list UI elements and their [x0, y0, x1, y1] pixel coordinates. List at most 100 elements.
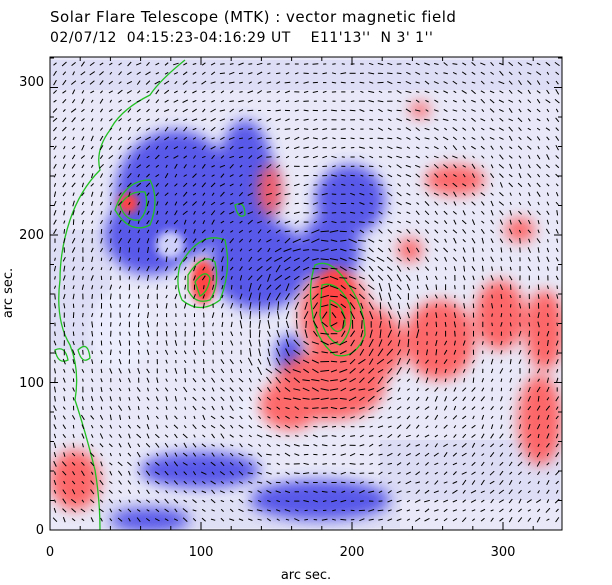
vector-segment: [155, 275, 159, 280]
vector-segment: [193, 349, 196, 355]
vector-segment: [238, 424, 244, 429]
vector-segment: [72, 200, 75, 207]
vector-segment: [266, 357, 271, 366]
vector-segment: [463, 303, 466, 309]
vector-segment: [555, 164, 560, 169]
vector-segment: [257, 182, 262, 187]
vector-segment: [238, 470, 244, 476]
vector-segment: [517, 117, 523, 123]
vector-segment: [489, 108, 495, 113]
vector-segment: [348, 257, 357, 262]
vector-segment: [174, 387, 178, 392]
vector-segment: [109, 164, 113, 169]
vector-segment: [63, 210, 66, 216]
vector-segment: [378, 156, 383, 158]
vector-segment: [192, 71, 197, 75]
vector-segment: [387, 301, 392, 310]
vector-segment: [146, 257, 150, 261]
vector-segment: [229, 508, 234, 513]
vector-segment: [285, 320, 290, 329]
vector-segment: [341, 183, 346, 186]
vector-segment: [62, 442, 66, 448]
vector-segment: [481, 453, 485, 456]
vector-segment: [229, 100, 234, 102]
vector-segment: [109, 480, 113, 485]
vector-segment: [480, 490, 485, 494]
vector-segment: [53, 405, 57, 411]
vector-segment: [499, 154, 504, 160]
vector-segment: [72, 293, 75, 300]
vector-segment: [443, 405, 448, 411]
vector-segment: [184, 397, 187, 401]
vector-segment: [220, 481, 225, 484]
vector-segment: [238, 155, 244, 159]
vector-segment: [284, 358, 291, 365]
vector-segment: [386, 359, 393, 364]
vector-segment: [90, 108, 94, 113]
vector-segment: [387, 387, 393, 392]
vector-segment: [546, 154, 550, 160]
vector-segment: [136, 71, 141, 75]
vector-segment: [527, 481, 531, 484]
vector-segment: [471, 480, 476, 485]
vector-segment: [81, 424, 85, 430]
vector-segment: [136, 117, 141, 122]
vector-segment: [109, 303, 112, 309]
vector-segment: [546, 479, 550, 486]
vector-segment: [119, 452, 122, 457]
vector-segment: [109, 257, 113, 262]
vector-segment: [528, 322, 531, 327]
vector-segment: [182, 210, 188, 215]
vector-segment: [368, 238, 375, 243]
vector-segment: [330, 406, 338, 410]
vector-segment: [293, 388, 301, 391]
vector-segment: [405, 108, 412, 113]
vector-segment: [100, 210, 103, 215]
vector-segment: [386, 220, 393, 224]
vector-segment: [388, 239, 392, 243]
vector-segment: [369, 425, 373, 428]
vector-segment: [183, 471, 188, 476]
vector-segment: [490, 219, 494, 225]
vector-segment: [302, 359, 310, 364]
vector-segment: [99, 135, 104, 142]
vector-segment: [118, 433, 122, 439]
vector-segment: [137, 406, 140, 411]
vector-segment: [70, 80, 77, 85]
vector-segment: [117, 89, 123, 95]
vector-segment: [266, 174, 271, 177]
vector-segment: [508, 99, 514, 103]
vector-segment: [193, 322, 196, 327]
vector-segment: [555, 117, 560, 123]
vector-segment: [276, 453, 280, 456]
vector-segment: [165, 368, 168, 373]
vector-segment: [406, 311, 410, 319]
vector-segment: [546, 192, 549, 196]
vector-segment: [154, 480, 160, 485]
vector-segment: [53, 126, 57, 132]
vector-segment: [378, 434, 383, 438]
vector-segment: [221, 331, 224, 336]
vector-segment: [164, 62, 169, 66]
vector-segment: [442, 136, 449, 141]
vector-segment: [434, 395, 438, 402]
vector-segment: [312, 416, 319, 419]
vector-segment: [481, 387, 485, 392]
vector-segment: [230, 302, 234, 309]
vector-segment: [489, 90, 495, 94]
vector-segment: [154, 136, 160, 141]
vector-segment: [128, 257, 131, 261]
vector-segment: [257, 386, 262, 393]
vector-segment: [405, 90, 412, 94]
vector-segment: [276, 220, 281, 224]
vector-segment: [108, 80, 114, 85]
vector-segment: [303, 90, 309, 93]
vector-segment: [81, 433, 85, 439]
vector-segment: [490, 517, 494, 522]
vector-segment: [266, 480, 272, 485]
vector-segment: [330, 379, 338, 382]
vector-segment: [219, 118, 226, 122]
vector-segment: [339, 368, 348, 373]
vector-segment: [285, 100, 290, 103]
vector-segment: [527, 395, 531, 402]
